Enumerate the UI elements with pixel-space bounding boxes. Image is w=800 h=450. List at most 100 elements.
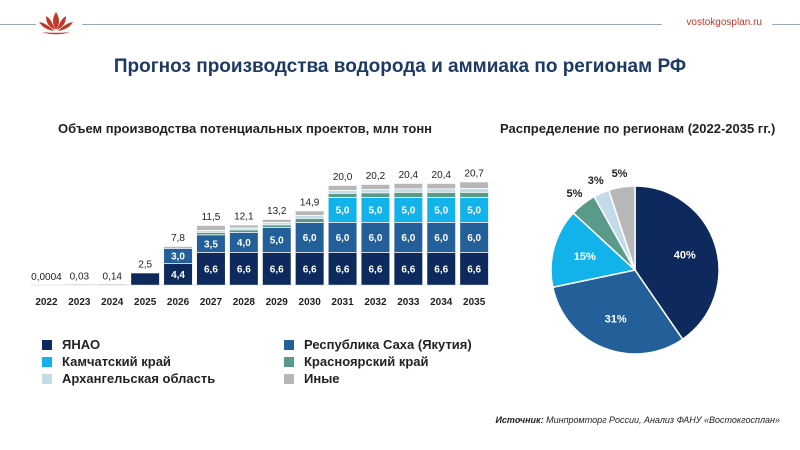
- legend-swatch: [284, 373, 294, 384]
- bar-separator: [361, 184, 390, 185]
- legend-swatch: [42, 356, 52, 367]
- bar-separator: [394, 197, 423, 198]
- bar-total-label: 0,03: [70, 271, 90, 282]
- bar-separator: [229, 232, 258, 233]
- pie-slice: [551, 269, 684, 355]
- bar-separator: [394, 252, 423, 253]
- bar-total-label: 0,0004: [31, 272, 62, 283]
- bar-separator: [262, 252, 291, 253]
- bar-segment: [394, 188, 423, 192]
- pie-slice: [550, 211, 637, 289]
- x-tick-label: 2033: [397, 297, 420, 308]
- bar-total-label: 12,1: [234, 212, 254, 223]
- bar-total-label: 0,14: [103, 271, 123, 282]
- bar-separator: [427, 188, 456, 190]
- pie-slice-label: 3%: [588, 175, 604, 187]
- bar-separator: [361, 192, 390, 194]
- bar-segment: [196, 234, 225, 252]
- source-note: Источник: Минпромторг России, Анализ ФАН…: [495, 415, 780, 425]
- legend-item: Иные: [284, 371, 340, 386]
- bar-segment: [460, 197, 489, 222]
- bar-separator: [262, 219, 291, 220]
- bar-separator: [98, 284, 127, 286]
- bar-separator: [295, 218, 324, 219]
- bar-separator: [460, 181, 489, 183]
- bar-segment-label: 6,6: [434, 265, 448, 276]
- bar-segment-label: 3,0: [171, 252, 185, 263]
- x-tick-label: 2022: [35, 297, 58, 308]
- bar-separator: [328, 252, 357, 253]
- bar-total-label: 20,2: [366, 171, 386, 182]
- bar-segment-label: 6,6: [336, 265, 350, 276]
- bar-segment-label: 5,0: [368, 206, 382, 217]
- x-tick-label: 2027: [200, 297, 223, 308]
- bar-segment-label: 5,0: [434, 206, 448, 217]
- bar-segment-label: 3,5: [204, 239, 218, 250]
- bar-segment: [262, 224, 291, 227]
- bar-segment: [427, 192, 456, 197]
- bar-separator: [295, 215, 324, 216]
- bar-separator: [328, 190, 357, 191]
- legend-label: Республика Саха (Якутия): [304, 337, 472, 352]
- x-tick-label: 2034: [430, 297, 453, 308]
- bar-segment: [131, 272, 160, 285]
- bar-segment: [427, 222, 456, 252]
- bar-segment: [361, 189, 390, 193]
- bar-segment: [229, 229, 258, 232]
- bar-separator: [394, 192, 423, 193]
- legend-swatch: [42, 373, 52, 384]
- bar-separator: [361, 189, 390, 190]
- bar-separator: [262, 222, 291, 223]
- legend-label: ЯНАО: [62, 337, 101, 352]
- bar-segment: [262, 222, 291, 225]
- bar-segment: [460, 252, 489, 285]
- bar-segment: [295, 252, 324, 285]
- legend-swatch: [42, 339, 52, 350]
- bar-separator: [295, 210, 324, 212]
- bar-total-label: 7,8: [171, 233, 185, 244]
- legend-item: Архангельская область: [42, 371, 215, 386]
- bar-segment-label: 5,0: [401, 206, 415, 217]
- legend-label: Красноярский край: [304, 354, 429, 369]
- bar-segment-label: 6,6: [237, 265, 251, 276]
- pie-slice-label: 40%: [674, 250, 696, 262]
- pie-slice-label: 5%: [566, 188, 582, 200]
- site-link[interactable]: vostokgosplan.ru: [686, 17, 762, 28]
- bar-separator: [196, 234, 225, 236]
- bar-separator: [394, 183, 423, 184]
- bar-separator: [361, 252, 390, 253]
- header-line-right: [772, 24, 800, 25]
- bar-separator: [394, 222, 423, 223]
- bar-segment: [164, 246, 193, 248]
- bar-segment: [262, 227, 291, 252]
- bar-segment-label: 4,4: [171, 270, 185, 281]
- bar-total-label: 13,2: [267, 206, 287, 217]
- x-tick-label: 2032: [364, 297, 387, 308]
- bar-separator: [427, 252, 456, 253]
- legend-label: Архангельская область: [62, 371, 216, 386]
- bar-segment: [427, 188, 456, 192]
- bar-separator: [164, 248, 193, 249]
- pie-slice-label: 31%: [605, 313, 627, 325]
- bar-segment-label: 6,0: [336, 233, 350, 244]
- bar-segment: [427, 183, 456, 189]
- x-tick-label: 2025: [134, 297, 157, 308]
- bar-segment: [460, 188, 489, 192]
- bar-segment: [427, 197, 456, 222]
- bar-total-label: 20,4: [399, 170, 419, 181]
- bar-separator: [361, 222, 390, 223]
- bar-segment: [262, 252, 291, 285]
- legend-item: Республика Саха (Якутия): [284, 337, 472, 352]
- bar-total-label: 20,7: [464, 169, 484, 180]
- bar-segment: [361, 192, 390, 197]
- bar-segment: [460, 222, 489, 252]
- x-tick-label: 2035: [463, 297, 486, 308]
- bar-segment: [361, 197, 390, 222]
- pie-chart-title: Распределение по регионам (2022-2035 гг.…: [500, 121, 776, 136]
- bar-segment: [394, 222, 423, 252]
- bar-segment-label: 6,6: [204, 265, 218, 276]
- bar-segment: [328, 190, 357, 193]
- bar-total-label: 20,4: [432, 170, 452, 181]
- bar-separator: [460, 192, 489, 193]
- bar-separator: [460, 222, 489, 223]
